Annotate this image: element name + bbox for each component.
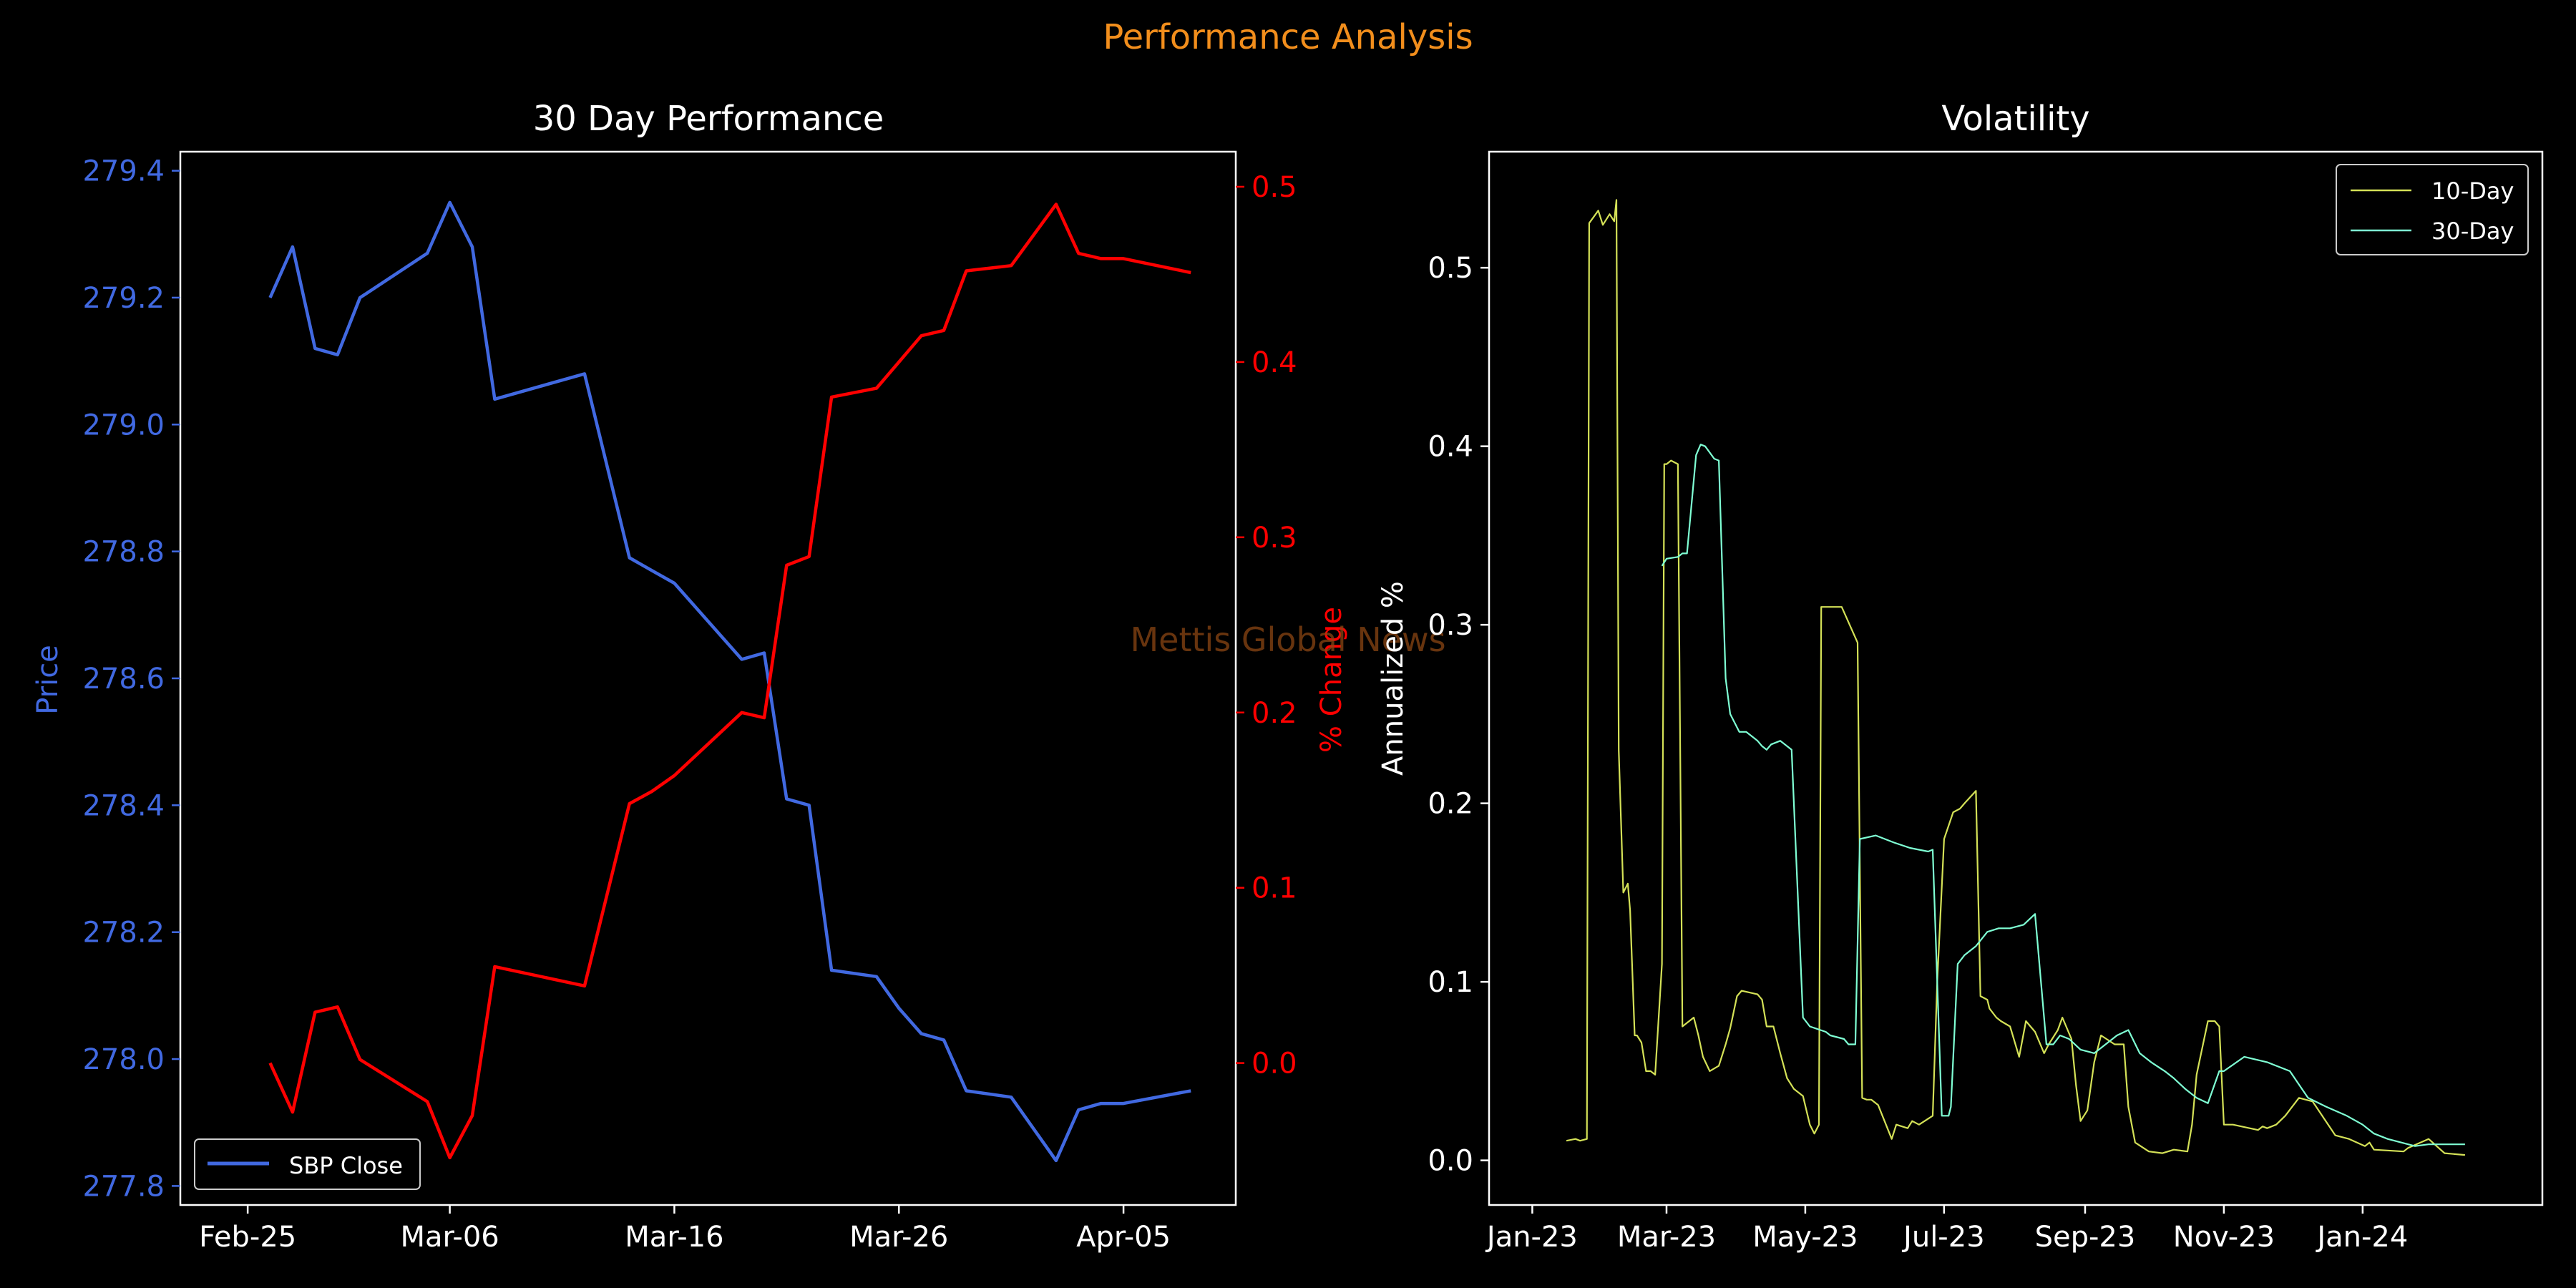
volatility-y-axis-label: Annualized % [1377,581,1410,776]
series-line-sbp-close [268,200,1191,1163]
watermark: Mettis Global News [1130,620,1445,659]
price-axis-ticks: 277.8 278.0 278.2 278.4 278.6 278.8 279.0 279.2… [82,155,180,1203]
volatility-panel: Volatility 0.0 0.1 0.2 0.3 0.4 0.5 Jan-23 Mar-… [1377,99,2544,1254]
change-axis-tick-label: 0.1 [1252,872,1297,905]
volatility-title: Volatility [1941,99,2089,139]
volatility-y-tick-label: 0.3 [1428,609,1473,642]
price-axis-label: Price [31,645,64,715]
volatility-y-tick-label: 0.2 [1428,788,1473,821]
price-axis-tick-label: 278.4 [82,789,165,822]
change-axis-label: % Change [1315,607,1348,753]
volatility-y-tick-label: 0.1 [1428,966,1473,999]
change-axis-tick-label: 0.5 [1252,171,1297,204]
volatility-x-ticks: Jan-23 Mar-23 May-23 Jul-23 Sep-23 Nov-23 Jan-… [1485,1205,2408,1254]
suptitle: Performance Analysis [1103,17,1473,57]
volatility-legend: 10-Day 30-Day [2336,164,2529,255]
volatility-x-tick-label: May-23 [1752,1221,1858,1254]
performance-x-ticks: Feb-25 Mar-06 Mar-16 Mar-26 Apr-05 [199,1205,1171,1254]
volatility-y-tick-label: 0.0 [1428,1145,1473,1178]
performance-x-tick-label: Feb-25 [199,1221,296,1254]
price-axis-tick-label: 279.0 [82,409,165,441]
volatility-x-tick-label: Sep-23 [2035,1221,2136,1254]
series-line-30-day [1661,444,2465,1147]
price-axis-tick-label: 278.8 [82,536,165,569]
volatility-x-tick-label: Nov-23 [2173,1221,2275,1254]
volatility-y-ticks: 0.0 0.1 0.2 0.3 0.4 0.5 [1428,252,1489,1178]
performance-title: 30 Day Performance [533,99,884,139]
price-axis-tick-label: 279.2 [82,282,165,315]
volatility-x-tick-label: Mar-23 [1617,1221,1716,1254]
performance-panel: 30 Day Performance 277.8278.0278.2278.42… [31,99,1348,1254]
change-axis-tick-label: 0.4 [1252,346,1297,379]
performance-x-tick-label: Apr-05 [1076,1221,1171,1254]
price-axis-tick-label: 277.8 [82,1170,165,1203]
volatility-axes-frame [1488,150,2544,1206]
legend-label-10-day: 10-Day [2431,177,2514,205]
change-axis-tick-label: 0.3 [1252,522,1297,555]
legend-label-30-day: 30-Day [2431,218,2514,245]
change-axis-tick-label: 0.2 [1252,697,1297,730]
volatility-x-tick-label: Jul-23 [1901,1221,1985,1254]
volatility-y-tick-label: 0.4 [1428,431,1473,464]
volatility-series [1566,199,2465,1156]
legend-label-sbp-close: SBP Close [289,1152,403,1179]
volatility-y-tick-label: 0.5 [1428,252,1473,285]
price-axis-tick-label: 278.0 [82,1043,165,1076]
performance-x-tick-label: Mar-26 [849,1221,948,1254]
series-line-pct-change [268,203,1191,1160]
performance-legend-box [194,1138,421,1190]
volatility-x-tick-label: Jan-23 [1485,1221,1578,1254]
price-axis-tick-label: 278.6 [82,663,165,696]
performance-x-tick-label: Mar-06 [400,1221,499,1254]
series-line-10-day [1566,199,2465,1156]
performance-series [268,200,1191,1163]
change-axis-tick-label: 0.0 [1252,1048,1297,1080]
price-axis-tick-label: 279.4 [82,155,165,188]
change-axis-ticks: 0.0 0.1 0.2 0.3 0.4 0.5 [1236,171,1297,1080]
performance-legend: SBP Close [194,1138,421,1190]
price-axis-tick-label: 278.2 [82,917,165,950]
volatility-legend-box [2336,164,2529,255]
performance-x-tick-label: Mar-16 [625,1221,723,1254]
volatility-x-tick-label: Jan-24 [2315,1221,2408,1254]
